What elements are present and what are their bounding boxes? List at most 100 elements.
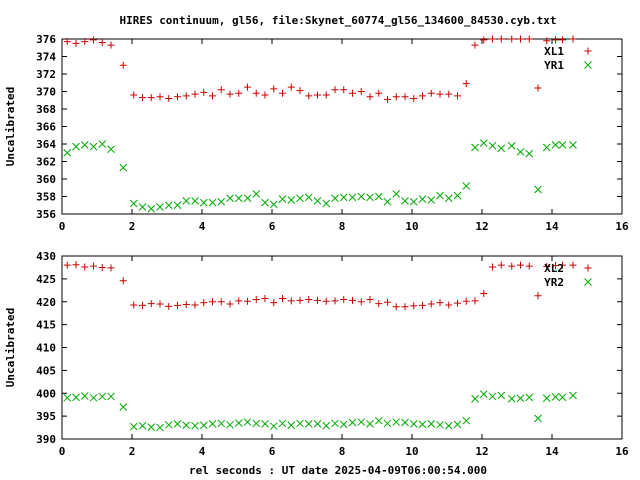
data-point — [543, 37, 551, 45]
data-point — [508, 35, 516, 43]
data-point — [445, 301, 453, 309]
data-point — [63, 393, 72, 402]
data-point — [98, 140, 107, 148]
data-point — [559, 36, 566, 44]
data-point — [314, 91, 321, 99]
data-point — [401, 418, 409, 427]
data-point — [349, 296, 356, 304]
data-point — [410, 302, 418, 310]
data-point — [304, 193, 313, 202]
data-point — [525, 393, 534, 402]
data-point — [107, 392, 115, 401]
y-tick-label: 374 — [36, 51, 56, 64]
legend-marker — [584, 47, 592, 55]
data-point — [552, 262, 559, 270]
data-point — [107, 41, 115, 49]
legend-marker — [584, 278, 592, 286]
y-tick-label: 358 — [36, 191, 56, 204]
y-tick-label: 425 — [36, 273, 56, 286]
data-point — [462, 416, 471, 425]
data-point — [357, 298, 365, 306]
data-point — [471, 394, 479, 403]
y-tick-label: 410 — [36, 342, 56, 355]
legend-label: YR2 — [544, 276, 564, 289]
data-point — [287, 196, 296, 204]
data-point — [462, 80, 470, 88]
data-point — [173, 201, 182, 210]
y-axis-label: Uncalibrated — [4, 308, 17, 387]
data-point — [366, 193, 374, 202]
data-point — [98, 392, 107, 401]
data-point — [348, 418, 357, 427]
data-point — [287, 421, 296, 430]
data-point — [129, 422, 138, 431]
data-point — [418, 195, 427, 203]
data-point — [497, 35, 505, 43]
data-point — [436, 299, 444, 307]
data-point — [165, 302, 173, 310]
data-point — [454, 92, 461, 100]
data-point — [278, 419, 287, 428]
data-point — [226, 300, 234, 308]
data-point — [313, 197, 322, 205]
x-tick-label: 2 — [129, 445, 136, 458]
data-point — [409, 197, 418, 206]
legend-label: XL1 — [544, 45, 564, 58]
data-point — [471, 41, 479, 49]
data-point — [569, 141, 577, 149]
data-point — [462, 182, 471, 190]
data-point — [182, 197, 191, 205]
data-point — [174, 93, 181, 101]
data-point — [558, 141, 567, 149]
data-point — [191, 301, 199, 309]
data-point — [409, 420, 418, 428]
data-point — [507, 141, 516, 150]
y-tick-label: 360 — [36, 173, 56, 186]
data-point — [489, 35, 496, 43]
data-point — [89, 142, 98, 151]
data-point — [384, 298, 391, 306]
data-point — [80, 392, 89, 400]
legend-marker — [584, 61, 592, 69]
x-tick-label: 14 — [545, 220, 559, 233]
data-point — [278, 195, 287, 203]
data-point — [480, 36, 488, 44]
data-point — [534, 292, 542, 300]
data-point — [72, 393, 80, 402]
data-point — [200, 299, 208, 307]
data-point — [147, 423, 156, 431]
data-point — [107, 264, 115, 272]
data-point — [543, 263, 551, 271]
data-point — [348, 193, 357, 202]
data-point — [453, 420, 462, 429]
data-point — [261, 295, 269, 303]
data-point — [287, 83, 295, 91]
data-point — [392, 93, 400, 101]
data-point — [427, 196, 436, 204]
data-point — [418, 420, 427, 429]
data-point — [384, 95, 391, 103]
data-point — [488, 141, 497, 150]
data-point — [331, 297, 339, 305]
data-point — [296, 296, 304, 304]
data-point — [516, 148, 525, 156]
data-point — [479, 139, 488, 147]
series-xl1 — [63, 35, 577, 103]
data-point — [119, 277, 127, 285]
data-point — [525, 149, 534, 158]
data-point — [357, 418, 366, 426]
data-point — [174, 301, 181, 309]
data-point — [138, 421, 147, 430]
data-point — [357, 192, 366, 201]
data-point — [488, 392, 497, 401]
data-point — [130, 91, 138, 99]
x-tick-label: 12 — [475, 445, 488, 458]
x-tick-label: 6 — [269, 220, 276, 233]
data-point — [471, 143, 479, 152]
data-point — [436, 90, 444, 98]
plot-frame — [61, 255, 623, 440]
y-tick-label: 364 — [36, 138, 56, 151]
data-point — [244, 83, 251, 91]
data-point — [235, 89, 243, 97]
data-point — [462, 297, 470, 305]
